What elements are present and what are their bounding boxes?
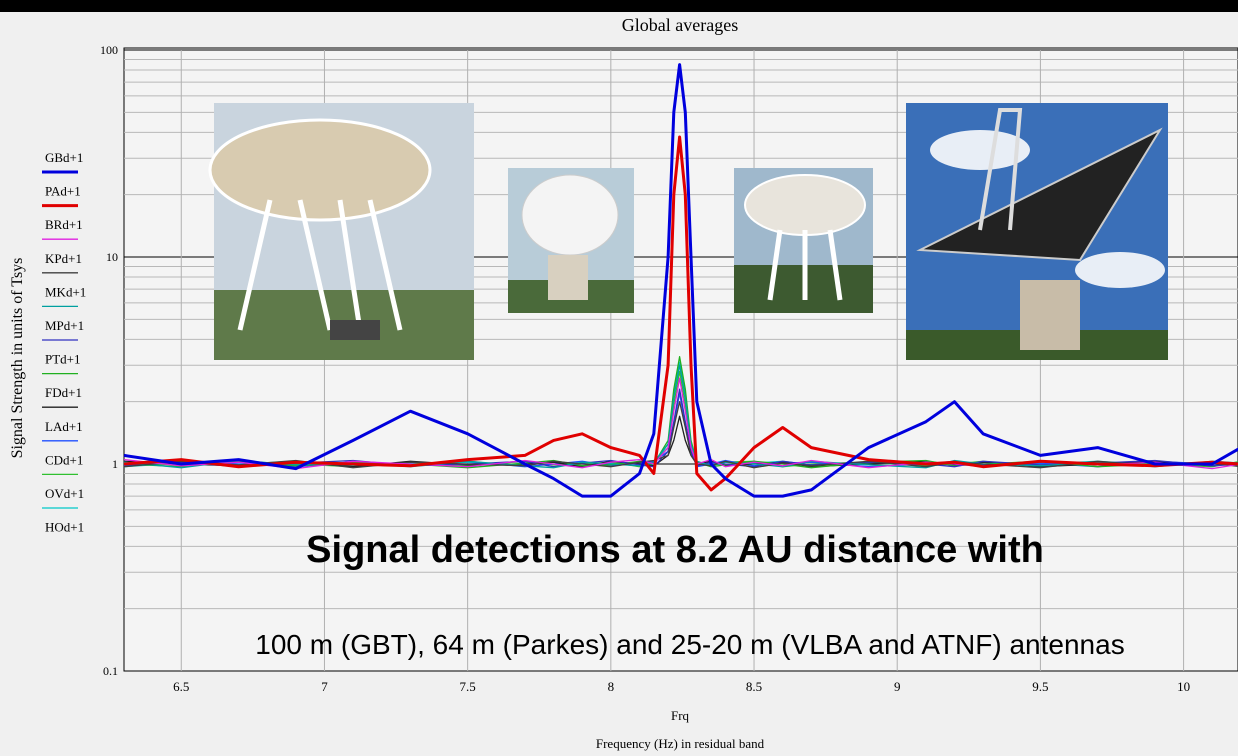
y-tick-label: 0.1 [103,664,118,678]
page: {"chart_data":{"type":"line","title":"Gl… [0,0,1238,756]
photo-parkes [906,103,1168,360]
x-tick-label: 7.5 [460,679,476,694]
legend-label: BRd+1 [45,217,83,232]
legend-label: MPd+1 [45,318,84,333]
y-tick-label: 1 [112,457,118,471]
legend-label: CDd+1 [45,452,83,467]
y-tick-label: 10 [106,250,118,264]
legend-label: LAd+1 [45,419,83,434]
chart: Global averages Frq Frequency (Hz) in re… [0,0,1238,756]
x-axis-label-short: Frq [671,708,690,723]
photo-gbt [210,103,474,360]
legend-label: FDd+1 [45,385,82,400]
x-tick-label: 8 [608,679,615,694]
x-tick-label: 9.5 [1032,679,1048,694]
x-tick-label: 9 [894,679,901,694]
photo-atnf [734,168,873,313]
photo-vlba [508,168,634,313]
annotation: 100 m (GBT), 64 m (Parkes) and 25-20 m (… [255,629,1124,660]
chart-title: Global averages [622,15,738,35]
legend-label: HOd+1 [45,520,84,535]
x-tick-label: 8.5 [746,679,762,694]
legend-label: KPd+1 [45,251,82,266]
y-tick-label: 100 [100,43,118,57]
x-tick-label: 6.5 [173,679,189,694]
x-tick-label: 7 [321,679,328,694]
legend-label: PAd+1 [45,184,81,199]
legend-label: PTd+1 [45,352,81,367]
legend-label: OVd+1 [45,486,84,501]
legend-label: MKd+1 [45,284,86,299]
legend-label: GBd+1 [45,150,83,165]
y-axis-label: Signal Strength in units of Tsys [9,258,26,459]
annotation: Signal detections at 8.2 AU distance wit… [306,529,1044,571]
x-axis-label: Frequency (Hz) in residual band [596,736,765,751]
x-tick-label: 10 [1177,679,1190,694]
